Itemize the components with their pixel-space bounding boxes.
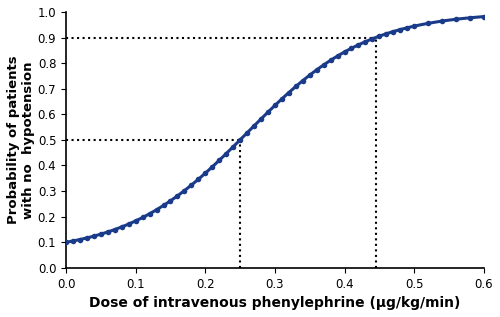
Point [215,158,223,163]
Point [174,193,182,198]
Point [362,39,370,44]
Point [250,123,258,128]
Point [160,203,168,208]
Point [202,171,209,176]
Point [396,27,404,32]
Point [382,31,390,36]
Point [124,222,132,227]
Point [312,67,320,72]
Point [299,78,307,83]
Point [403,25,411,30]
Point [438,19,446,24]
Point [326,58,334,63]
Point [152,207,160,212]
Point [104,230,112,235]
Point [340,49,348,55]
Point [466,15,474,20]
Point [194,177,202,182]
Point [138,215,146,220]
Point [376,34,384,39]
Point [90,234,98,239]
Point [236,137,244,142]
Point [243,130,251,135]
Point [348,46,356,51]
Point [278,96,286,101]
Point [146,211,154,216]
Point [389,29,397,34]
Point [132,218,140,223]
Point [83,235,91,240]
Point [229,144,237,149]
Point [452,17,460,22]
Point [292,84,300,89]
Point [424,21,432,26]
Point [118,224,126,230]
Point [166,198,174,203]
Point [264,110,272,115]
Point [410,24,418,29]
Point [69,238,77,243]
Point [208,164,216,169]
Point [222,151,230,156]
Point [271,103,279,108]
Point [180,188,188,193]
Point [188,183,196,188]
Point [306,73,314,78]
Y-axis label: Probability of patients
with no  hypotension: Probability of patients with no hypotens… [7,55,35,224]
Point [257,116,265,121]
Point [320,62,328,68]
Point [480,14,488,19]
Point [334,54,342,59]
X-axis label: Dose of intravenous phenylephrine (μg/kg/min): Dose of intravenous phenylephrine (μg/kg… [89,296,461,310]
Point [62,240,70,245]
Point [368,36,376,41]
Point [111,227,119,232]
Point [354,42,362,47]
Point [76,237,84,242]
Point [285,90,293,95]
Point [97,232,105,237]
